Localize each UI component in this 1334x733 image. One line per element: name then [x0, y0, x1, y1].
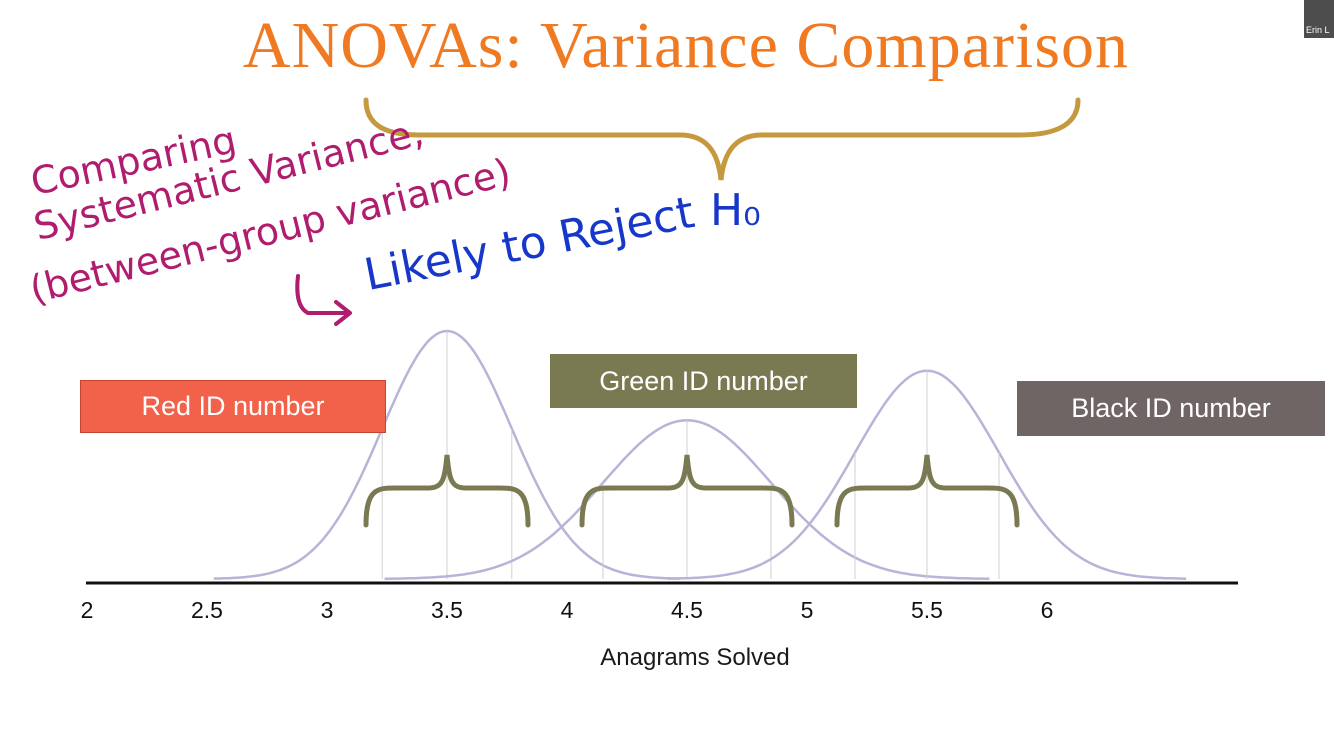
x-axis-label: Anagrams Solved: [600, 644, 790, 671]
legend-red-id-number: Red ID number: [80, 380, 386, 433]
within-group-brace: [363, 454, 531, 528]
within-group-brace: [834, 454, 1020, 528]
x-tick-label: 4: [561, 597, 574, 623]
handwritten-note-h0: H₀: [710, 185, 761, 236]
x-tick-label: 2.5: [191, 597, 223, 623]
legend-black-id-number: Black ID number: [1017, 381, 1325, 436]
x-tick-label: 5: [801, 597, 814, 623]
x-tick-label: 3: [321, 597, 334, 623]
x-tick-label: 6: [1041, 597, 1054, 623]
x-tick-label: 3.5: [431, 597, 463, 623]
x-tick-label: 2: [81, 597, 94, 623]
slide-title: ANOVAs: Variance Comparison: [242, 9, 1130, 82]
webcam-label: Erin L: [1306, 25, 1330, 35]
handwritten-arrow-icon: [295, 274, 352, 326]
legend-green-id-number: Green ID number: [550, 354, 857, 408]
x-tick-label: 5.5: [911, 597, 943, 623]
between-group-brace: [363, 97, 1081, 181]
within-group-brace: [579, 454, 795, 528]
x-tick-label: 4.5: [671, 597, 703, 623]
webcam-thumbnail[interactable]: Erin L: [1304, 0, 1334, 38]
